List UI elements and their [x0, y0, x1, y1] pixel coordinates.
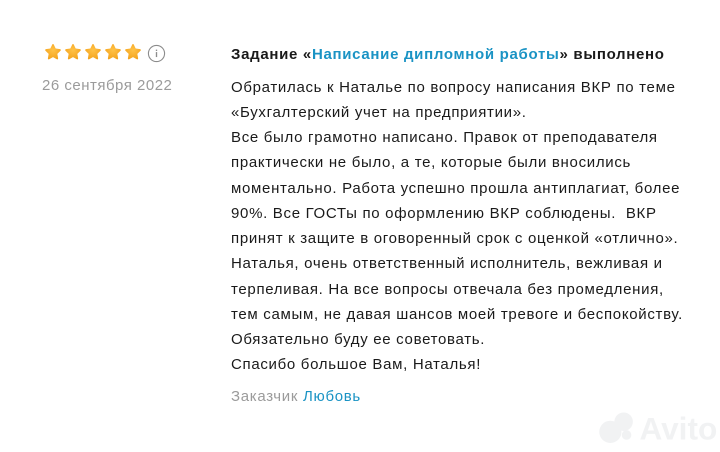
- svg-text:Avito: Avito: [639, 410, 717, 446]
